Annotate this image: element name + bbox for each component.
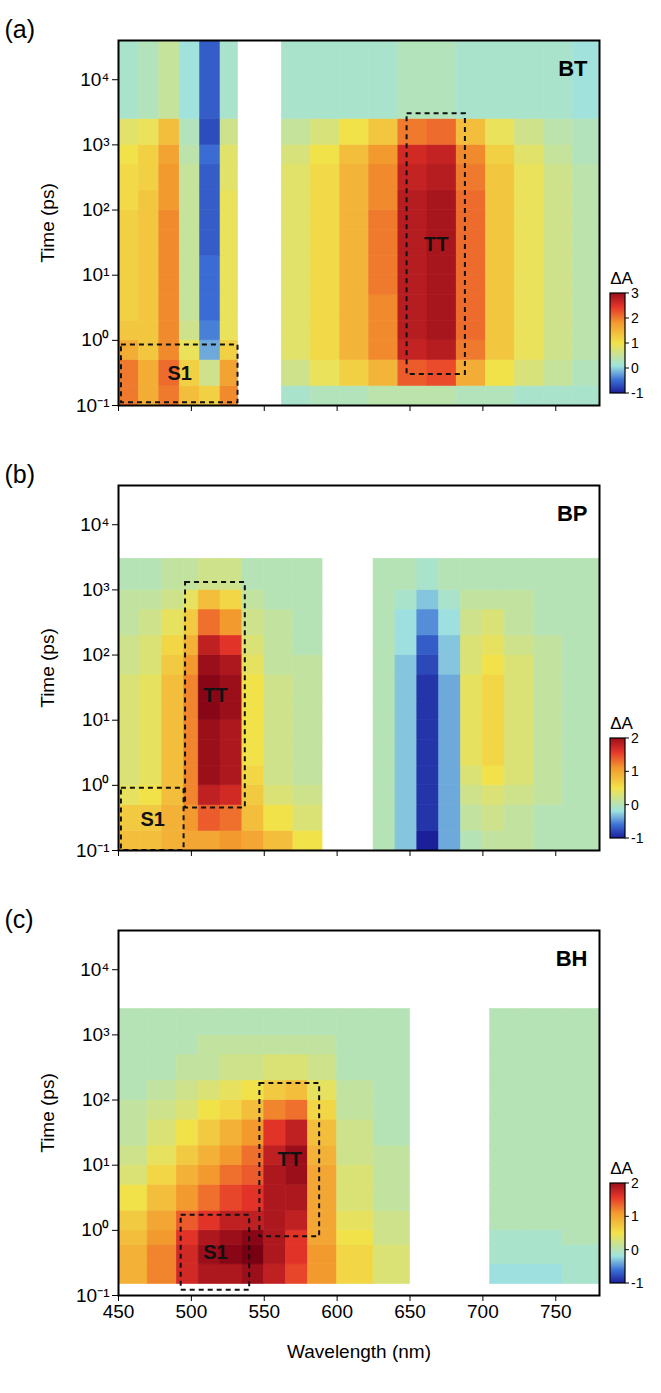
svg-text:(b): (b) <box>5 460 36 488</box>
svg-text:2: 2 <box>631 730 639 746</box>
svg-text:3: 3 <box>631 285 639 301</box>
svg-text:ΔA: ΔA <box>610 714 633 733</box>
svg-text:2: 2 <box>631 1175 639 1191</box>
svg-text:Wavelength (nm): Wavelength (nm) <box>287 1341 431 1362</box>
svg-text:(a): (a) <box>5 15 36 43</box>
svg-text:0: 0 <box>631 797 639 813</box>
svg-text:10³: 10³ <box>82 1024 109 1045</box>
svg-text:10⁰: 10⁰ <box>81 774 109 795</box>
svg-text:600: 600 <box>321 1301 353 1322</box>
svg-text:550: 550 <box>248 1301 280 1322</box>
svg-text:BH: BH <box>556 946 588 971</box>
svg-text:-1: -1 <box>631 385 644 401</box>
svg-text:2: 2 <box>631 310 639 326</box>
svg-text:Time (ps): Time (ps) <box>37 183 58 263</box>
svg-text:Time (ps): Time (ps) <box>37 628 58 708</box>
svg-text:S1: S1 <box>203 1241 227 1263</box>
svg-text:750: 750 <box>540 1301 572 1322</box>
svg-text:10⁰: 10⁰ <box>81 329 109 350</box>
svg-text:1: 1 <box>631 335 639 351</box>
svg-text:10⁻¹: 10⁻¹ <box>76 395 109 416</box>
svg-text:(c): (c) <box>5 905 34 933</box>
svg-text:TT: TT <box>203 684 227 706</box>
svg-text:ΔA: ΔA <box>610 1159 633 1178</box>
svg-text:-1: -1 <box>631 1275 644 1291</box>
svg-text:ΔA: ΔA <box>610 269 633 288</box>
svg-text:10¹: 10¹ <box>82 264 109 285</box>
svg-text:700: 700 <box>467 1301 499 1322</box>
svg-text:S1: S1 <box>141 808 165 830</box>
svg-text:1: 1 <box>631 1208 639 1224</box>
svg-text:10¹: 10¹ <box>82 1154 109 1175</box>
svg-text:10⁻¹: 10⁻¹ <box>76 840 109 861</box>
svg-text:TT: TT <box>278 1148 302 1170</box>
svg-text:0: 0 <box>631 1242 639 1258</box>
svg-text:BT: BT <box>558 56 588 81</box>
svg-text:10⁻¹: 10⁻¹ <box>76 1284 110 1306</box>
svg-text:0: 0 <box>631 360 639 376</box>
svg-text:S1: S1 <box>167 362 191 384</box>
svg-text:450: 450 <box>103 1301 135 1322</box>
svg-text:10⁰: 10⁰ <box>81 1219 109 1240</box>
svg-text:10³: 10³ <box>82 579 109 600</box>
svg-text:10²: 10² <box>82 1089 109 1110</box>
svg-text:Time (ps): Time (ps) <box>37 1073 58 1153</box>
svg-text:BP: BP <box>557 501 588 526</box>
svg-text:10³: 10³ <box>82 134 109 155</box>
svg-text:10¹: 10¹ <box>82 709 109 730</box>
svg-text:500: 500 <box>176 1301 208 1322</box>
svg-text:10⁴: 10⁴ <box>80 514 109 535</box>
svg-text:10⁴: 10⁴ <box>80 69 109 90</box>
svg-text:10⁴: 10⁴ <box>80 959 109 980</box>
svg-text:10²: 10² <box>82 644 109 665</box>
svg-text:-1: -1 <box>631 830 644 846</box>
svg-text:TT: TT <box>424 233 448 255</box>
svg-text:1: 1 <box>631 763 639 779</box>
svg-text:10²: 10² <box>82 199 109 220</box>
svg-text:650: 650 <box>394 1301 426 1322</box>
